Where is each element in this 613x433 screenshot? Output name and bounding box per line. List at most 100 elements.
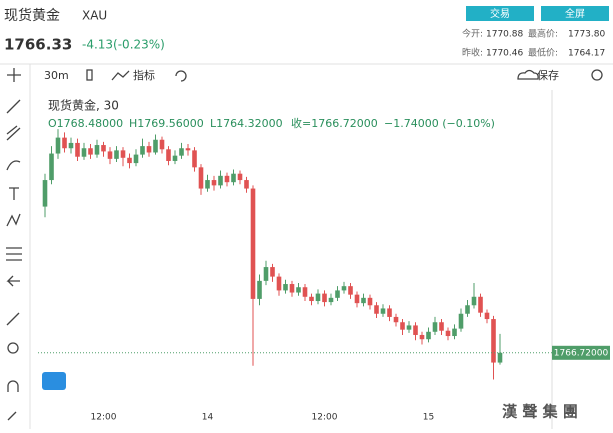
candle-body — [172, 155, 178, 161]
instrument-title: 现货黄金 — [4, 7, 60, 24]
trade-button[interactable] — [466, 6, 534, 21]
price-change: -4.13(-0.23%) — [82, 38, 165, 52]
candle-body — [322, 293, 327, 303]
candle-body — [237, 173, 243, 181]
fullscreen-label[interactable]: 全屏 — [565, 7, 585, 20]
interval[interactable]: 30m — [44, 69, 69, 82]
x-tick-label: 14 — [202, 413, 214, 423]
candle-body — [309, 296, 314, 302]
open-label: 今开: — [462, 28, 483, 40]
candle-body — [374, 305, 379, 314]
candle-body — [153, 139, 158, 153]
candle-body — [159, 139, 165, 150]
candle-body — [49, 153, 54, 181]
candle-body — [380, 308, 386, 314]
candle-body — [387, 308, 392, 317]
candle-body — [224, 175, 230, 183]
candle-body — [283, 284, 288, 291]
candle-body — [205, 180, 210, 189]
ohlc-open: O1768.48000 — [48, 117, 123, 130]
candle-body — [257, 280, 262, 299]
candle-body — [270, 267, 275, 277]
candle-body — [133, 154, 139, 164]
ohlc-high: H1769.56000 — [129, 117, 204, 130]
fullscreen-button[interactable] — [541, 6, 609, 21]
candle-body — [458, 313, 464, 329]
candle-body — [302, 287, 308, 297]
low-value: 1764.17 — [568, 49, 605, 59]
candle-body — [62, 137, 67, 149]
candle-body — [114, 150, 119, 159]
candle-body — [452, 328, 457, 337]
candle-body — [81, 148, 87, 157]
candle-body — [296, 287, 301, 293]
candle-body — [231, 173, 236, 183]
candle-body — [68, 142, 74, 149]
candle-body — [361, 297, 366, 304]
open-value: 1770.88 — [486, 30, 523, 40]
x-tick-label: 15 — [423, 413, 434, 423]
candle-body — [211, 180, 217, 186]
high-label: 最高价: — [528, 28, 558, 40]
candle-body — [484, 312, 490, 320]
candle-body — [465, 305, 470, 314]
candle-body — [263, 267, 269, 281]
candle-body — [328, 297, 334, 303]
ohlc-change: −1.74000 (−0.10%) — [384, 117, 495, 130]
candle-body — [101, 145, 106, 152]
candle-body — [179, 148, 184, 156]
candle-body — [166, 149, 171, 161]
candle-icon[interactable] — [86, 69, 93, 81]
candle-body — [432, 322, 438, 332]
candle-body — [218, 175, 223, 186]
candle-body — [127, 157, 132, 164]
candle-body — [406, 325, 412, 330]
candle-body — [244, 180, 249, 189]
candle-body — [335, 290, 340, 298]
cloud-icon[interactable] — [517, 69, 539, 80]
drawing-tools[interactable] — [6, 68, 22, 421]
symbol: XAU — [82, 9, 107, 23]
watermark: 漢 聲 集 團 — [502, 403, 578, 421]
last-price-label: 1766.72000 — [554, 348, 609, 358]
last-price-box — [552, 345, 610, 360]
candle-body — [497, 352, 503, 363]
candle-body — [42, 180, 48, 207]
prev-value: 1770.46 — [486, 49, 523, 59]
undo-icon[interactable] — [175, 70, 187, 82]
trade-label[interactable]: 交易 — [490, 7, 510, 20]
candle-body — [471, 296, 477, 306]
ohlc-close: 收=1766.72000 — [291, 116, 378, 130]
x-tick-label: 12:00 — [312, 413, 338, 423]
candle-body — [445, 330, 451, 337]
candle-body — [439, 322, 444, 331]
candle-body — [413, 325, 418, 335]
candle-body — [120, 150, 126, 158]
candle-body — [250, 188, 256, 299]
price: 1766.33 — [4, 36, 72, 54]
low-label: 最低价: — [528, 47, 558, 59]
candle-body — [75, 142, 80, 157]
save[interactable]: 保存 — [537, 68, 559, 82]
ohlc-low: L1764.32000 — [210, 117, 283, 130]
prev-label: 昨收: — [462, 47, 483, 59]
candle-body — [367, 297, 373, 306]
candle-body — [315, 293, 321, 302]
high-value: 1773.80 — [568, 30, 605, 40]
candle-body — [400, 322, 405, 330]
legend-title: 现货黄金, 30 — [48, 98, 119, 113]
candle-body — [419, 334, 425, 340]
candle-body — [289, 284, 295, 293]
candle-body — [185, 148, 191, 151]
candle-body — [426, 331, 431, 340]
x-tick-label: 12:00 — [91, 413, 117, 423]
indicators[interactable]: 指标 — [133, 68, 155, 82]
candle-body — [55, 137, 61, 154]
indicator-icon[interactable] — [111, 70, 130, 81]
candle-body — [276, 276, 282, 291]
candle-body — [341, 286, 347, 291]
candle-body — [94, 145, 100, 155]
candle-body — [393, 316, 399, 323]
settings-icon[interactable] — [591, 69, 603, 81]
